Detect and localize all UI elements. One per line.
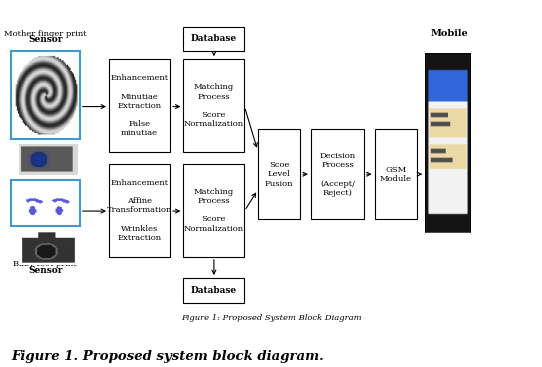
Text: Matching
Process

Score
Normalization: Matching Process Score Normalization — [184, 188, 244, 233]
FancyBboxPatch shape — [311, 130, 364, 219]
FancyBboxPatch shape — [109, 164, 170, 257]
Text: Sensor: Sensor — [28, 266, 62, 275]
Text: Scoe
Level
Fusion: Scoe Level Fusion — [264, 161, 293, 188]
Text: Matching
Process

Score
Normalization: Matching Process Score Normalization — [184, 83, 244, 128]
Text: Sensor: Sensor — [28, 36, 62, 44]
Text: Database: Database — [191, 286, 237, 295]
Text: GSM
Module: GSM Module — [380, 166, 412, 183]
Text: Enhancement

Affine
Transformation

Wrinkles
Extraction: Enhancement Affine Transformation Wrinkl… — [107, 179, 172, 242]
FancyBboxPatch shape — [183, 278, 244, 302]
FancyBboxPatch shape — [375, 130, 417, 219]
Text: Figure 1: Proposed System Block Diagram: Figure 1: Proposed System Block Diagram — [180, 314, 362, 322]
FancyBboxPatch shape — [183, 26, 244, 51]
Text: Enhancement

Minutiae
Extraction

False
minutiae: Enhancement Minutiae Extraction False mi… — [111, 74, 169, 137]
Text: Figure 1. Proposed system block diagram.: Figure 1. Proposed system block diagram. — [11, 350, 324, 363]
FancyBboxPatch shape — [109, 59, 170, 152]
FancyBboxPatch shape — [258, 130, 300, 219]
Text: Database: Database — [191, 34, 237, 43]
Text: Mother finger print: Mother finger print — [4, 30, 87, 38]
Text: Decision
Process

(Accept/
Reject): Decision Process (Accept/ Reject) — [319, 152, 356, 197]
FancyBboxPatch shape — [183, 59, 244, 152]
FancyBboxPatch shape — [183, 164, 244, 257]
Text: Baby foot print: Baby foot print — [14, 260, 77, 268]
Text: Mobile: Mobile — [430, 29, 468, 38]
